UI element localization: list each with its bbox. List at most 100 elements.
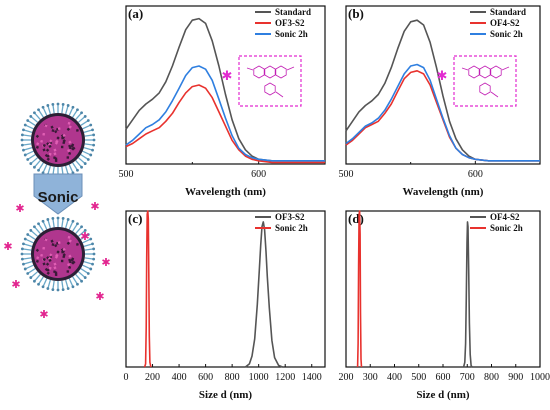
x-tick-label: 1400 <box>302 372 322 383</box>
x-tick-label: 500 <box>119 169 134 180</box>
particle-texture <box>68 265 72 269</box>
shell-strand <box>61 280 64 290</box>
shell-bead <box>23 267 27 271</box>
particle-texture <box>53 152 57 156</box>
shell-strand <box>52 104 55 114</box>
particle-texture <box>68 258 72 262</box>
nanoparticle-sonic-illustration: Sonic ✱ ✱ ✱ ✱ ✱ ✱ ✱ ✱ <box>3 102 111 321</box>
shell-strand <box>80 268 89 275</box>
shell-strand <box>30 271 39 279</box>
legend-entry: OF4-S2 <box>490 212 520 222</box>
x-axis-title: Size d (nm) <box>199 389 253 401</box>
particle-texture <box>70 258 74 262</box>
shell-bead <box>61 102 65 106</box>
shell-bead <box>61 288 65 292</box>
dye-star-icon: ✱ <box>11 279 20 291</box>
series-line-of4-s2 <box>462 221 473 368</box>
shell-strand <box>72 109 79 118</box>
particle-texture <box>75 242 79 246</box>
panel-a: 500 600 Wavelength (nm) (a) Standard OF3-S2 So… <box>119 0 335 200</box>
panel-label: (b) <box>348 6 364 21</box>
shell-bead <box>86 158 90 161</box>
shell-strand <box>61 218 64 228</box>
legend-entry: OF3-S2 <box>275 212 305 222</box>
shell-strand <box>23 260 33 265</box>
particle-texture <box>68 125 72 129</box>
particle-texture <box>68 254 72 258</box>
particle-texture <box>49 139 53 143</box>
shell-strand <box>24 238 34 244</box>
shell-bead <box>80 225 83 229</box>
shell-strand <box>33 112 41 121</box>
shell-strand <box>82 150 92 156</box>
particle-texture <box>48 266 52 270</box>
dye-structure-drawing <box>246 65 295 98</box>
shell-bead <box>91 148 94 152</box>
particle-texture <box>35 145 39 149</box>
shell-bead <box>71 105 75 109</box>
shell-bead <box>51 102 55 106</box>
shell-bead <box>89 267 93 271</box>
x-tick-label: 1000 <box>530 372 550 383</box>
particle-texture <box>55 139 59 144</box>
particle-texture <box>66 127 71 131</box>
shell-bead <box>37 222 40 226</box>
legend-entry: Sonic 2h <box>275 223 308 233</box>
dye-star-icon: ✱ <box>90 201 99 213</box>
shell-bead <box>76 168 79 172</box>
chart-b-uv-vis: 500 600 Wavelength (nm) (b) StandardOF4-S2So… <box>339 5 541 198</box>
shell-bead <box>20 138 24 142</box>
series-line-sonic-2h <box>345 63 540 162</box>
particle-texture <box>68 239 72 243</box>
particle-texture <box>44 238 48 242</box>
shell-strand <box>22 143 32 146</box>
shell-bead <box>61 216 65 220</box>
shell-bead <box>92 143 96 147</box>
particle-texture <box>49 253 53 257</box>
released-dye-icons: ✱ ✱ ✱ ✱ ✱ ✱ ✱ ✱ <box>3 201 110 321</box>
particle-texture <box>40 139 44 143</box>
shell-strand <box>47 105 52 115</box>
shell-bead <box>80 279 83 283</box>
shell-bead <box>51 288 55 292</box>
shell-bead <box>92 133 96 137</box>
nanoparticle-after-icon <box>20 216 96 292</box>
particle-texture <box>51 243 55 247</box>
shell-bead <box>80 111 83 115</box>
particle-texture <box>71 261 75 265</box>
particle-texture <box>62 255 66 259</box>
shell-strand <box>77 229 86 237</box>
dye-star-icon: ✱ <box>80 231 89 243</box>
shell-bead <box>71 219 75 223</box>
particle-texture <box>62 133 66 138</box>
shell-strand <box>77 157 86 165</box>
shell-strand <box>64 105 69 115</box>
dye-structure-box <box>238 55 302 107</box>
particle-texture <box>50 239 54 243</box>
shell-strand <box>42 106 48 116</box>
particle-texture <box>68 144 72 148</box>
shell-bead <box>22 128 25 132</box>
shell-strand <box>23 243 33 248</box>
particle-texture <box>42 148 46 152</box>
shell-bead <box>33 225 36 229</box>
shell-strand <box>83 146 93 151</box>
particle-texture <box>54 130 58 134</box>
shell-strand <box>77 271 86 279</box>
legend-entry: Standard <box>275 7 311 17</box>
panel-d: 200 300 400 500 600 700 800 900 1000 Size d (nm) (… <box>339 205 550 405</box>
panel-label: (a) <box>128 6 143 21</box>
shell-bead <box>76 282 79 286</box>
shell-bead <box>26 158 30 161</box>
plot-frame <box>125 5 326 165</box>
particle-texture <box>45 148 50 152</box>
shell-strand <box>84 134 94 137</box>
particle-texture <box>53 262 57 266</box>
particle-texture <box>54 244 58 248</box>
shell-strand <box>84 143 94 146</box>
particle-texture <box>67 121 71 125</box>
shell-bead <box>33 165 36 169</box>
shell-bead <box>20 257 24 261</box>
shell-bead <box>56 102 60 106</box>
shell-strand <box>72 276 79 285</box>
